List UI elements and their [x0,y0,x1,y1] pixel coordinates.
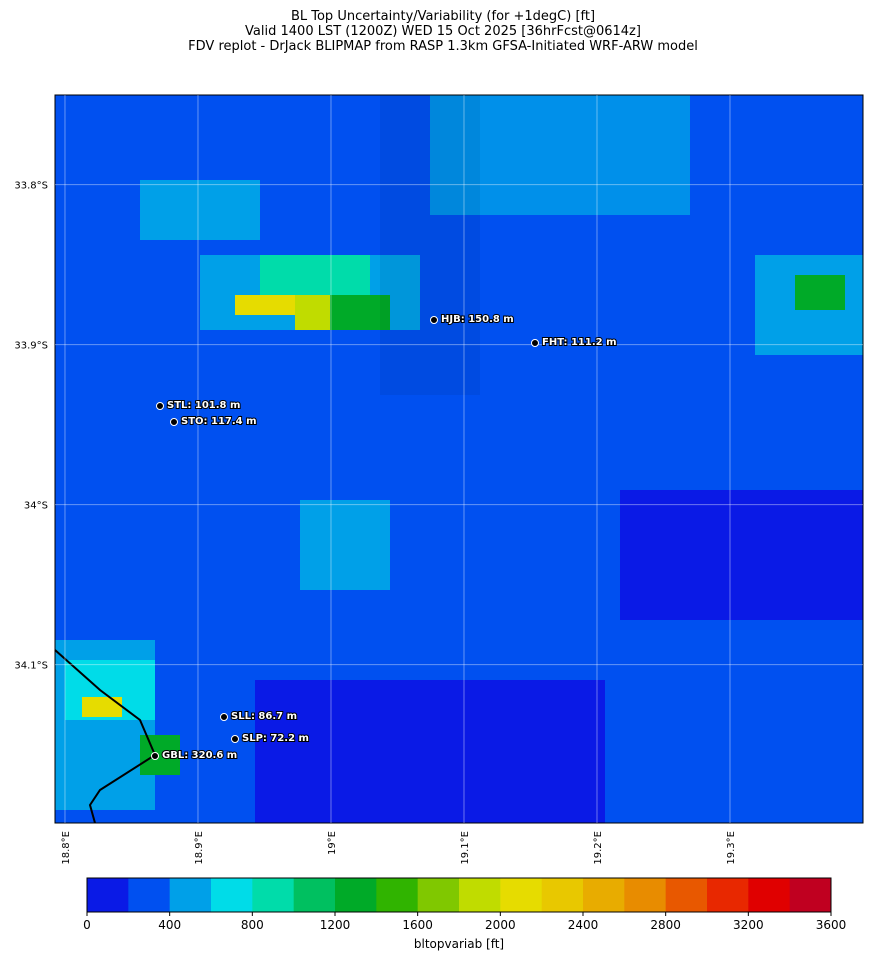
map-frame [54,94,864,824]
station-marker [170,418,178,426]
colorbar-segment [541,878,584,912]
colorbar-segment [459,878,501,912]
colorbar-segment [335,878,377,912]
colorbar-segment [789,878,832,912]
colorbar-label: bltopvariab [ft] [414,937,504,951]
colorbar-segment [87,878,129,912]
colorbar-tick-label: 2000 [485,918,516,932]
y-tick-label: 33.9°S [14,341,48,352]
y-tick-label: 33.8°S [14,181,48,192]
y-tick-label: 34.1°S [14,661,48,672]
title: Valid 1400 LST (1200Z) WED 15 Oct 2025 [… [245,24,641,39]
colorbar-tick-label: 3200 [733,918,764,932]
station-label: STO: 117.4 m [181,416,257,427]
x-tick-label: 19.1°E [460,831,471,865]
colorbar-segment [417,878,460,912]
title: BL Top Uncertainty/Variability (for +1de… [291,9,595,24]
station-label: SLP: 72.2 m [242,733,309,744]
map-field [55,95,863,823]
x-tick-label: 19.3°E [726,831,737,865]
station-label: FHT: 111.2 m [542,337,617,348]
station-label: SLL: 86.7 m [231,711,297,722]
colorbar-tick-label: 400 [158,918,181,932]
colorbar-frame [86,877,832,913]
station-marker [430,316,438,324]
colorbar-tick-label: 1200 [320,918,351,932]
colorbar-segment [376,878,419,912]
y-tick-label: 34°S [24,501,48,512]
colorbar-segment [252,878,295,912]
station-label: STL: 101.8 m [167,400,240,411]
station-marker [151,752,159,760]
colorbar-tick-label: 800 [241,918,264,932]
colorbar-segment [748,878,791,912]
colorbar-segment [583,878,625,912]
station-marker [156,402,164,410]
title: FDV replot - DrJack BLIPMAP from RASP 1.… [188,39,698,54]
colorbar-tick-label: 1600 [402,918,433,932]
station-label: GBL: 320.6 m [162,750,237,761]
colorbar-segment [169,878,212,912]
colorbar-segment [293,878,336,912]
x-tick-label: 19.2°E [593,831,604,865]
x-tick-label: 18.9°E [194,831,205,865]
colorbar-tick-label: 3600 [816,918,847,932]
x-tick-label: 18.8°E [61,831,72,865]
colorbar-segment [211,878,253,912]
colorbar-segment [500,878,543,912]
colorbar-segment [665,878,708,912]
colorbar-tick-label: 0 [83,918,91,932]
station-marker [220,713,228,721]
station-marker [231,735,239,743]
colorbar-segment [128,878,171,912]
colorbar-segment [707,878,749,912]
station-label: HJB: 150.8 m [441,314,514,325]
colorbar-tick-label: 2800 [650,918,681,932]
colorbar-tick-label: 2400 [568,918,599,932]
colorbar-segment [624,878,667,912]
x-tick-label: 19°E [327,831,338,855]
station-marker [531,339,539,347]
